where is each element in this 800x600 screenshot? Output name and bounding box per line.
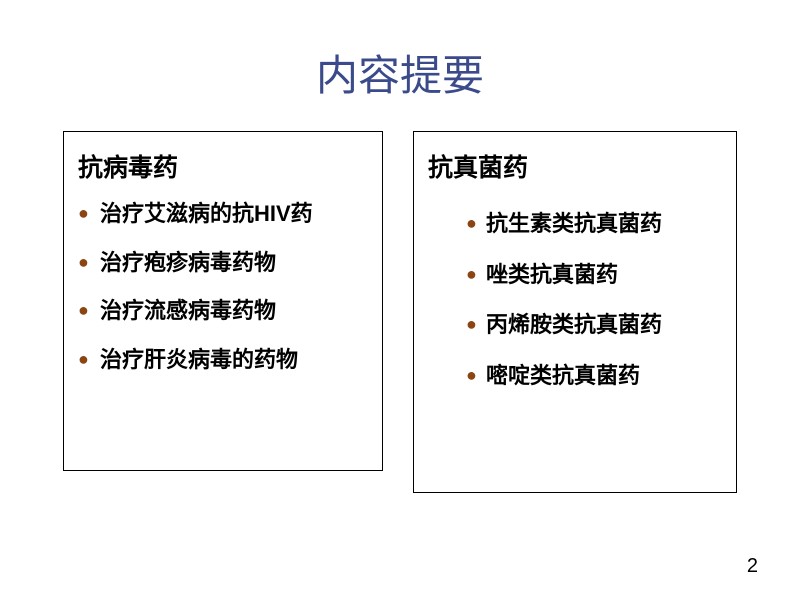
list-item: 治疗疱疹病毒药物 — [78, 249, 368, 278]
left-bullet-list: 治疗艾滋病的抗HIV药 治疗疱疹病毒药物 治疗流感病毒药物 治疗肝炎病毒的药物 — [78, 200, 368, 374]
left-box-heading: 抗病毒药 — [78, 148, 368, 184]
list-item: 治疗肝炎病毒的药物 — [78, 346, 368, 375]
list-item: 嘧啶类抗真菌药 — [428, 362, 722, 391]
right-content-box: 抗真菌药 抗生素类抗真菌药 唑类抗真菌药 丙烯胺类抗真菌药 嘧啶类抗真菌药 — [413, 131, 737, 493]
list-item: 丙烯胺类抗真菌药 — [428, 311, 722, 340]
left-content-box: 抗病毒药 治疗艾滋病的抗HIV药 治疗疱疹病毒药物 治疗流感病毒药物 治疗肝炎病… — [63, 131, 383, 471]
right-box-heading: 抗真菌药 — [428, 148, 722, 184]
list-item: 抗生素类抗真菌药 — [428, 210, 722, 239]
list-item: 治疗流感病毒药物 — [78, 297, 368, 326]
list-item: 治疗艾滋病的抗HIV药 — [78, 200, 368, 229]
slide-title: 内容提要 — [0, 0, 800, 131]
list-item: 唑类抗真菌药 — [428, 261, 722, 290]
right-bullet-list: 抗生素类抗真菌药 唑类抗真菌药 丙烯胺类抗真菌药 嘧啶类抗真菌药 — [428, 210, 722, 390]
page-number: 2 — [747, 555, 758, 578]
content-columns: 抗病毒药 治疗艾滋病的抗HIV药 治疗疱疹病毒药物 治疗流感病毒药物 治疗肝炎病… — [0, 131, 800, 493]
